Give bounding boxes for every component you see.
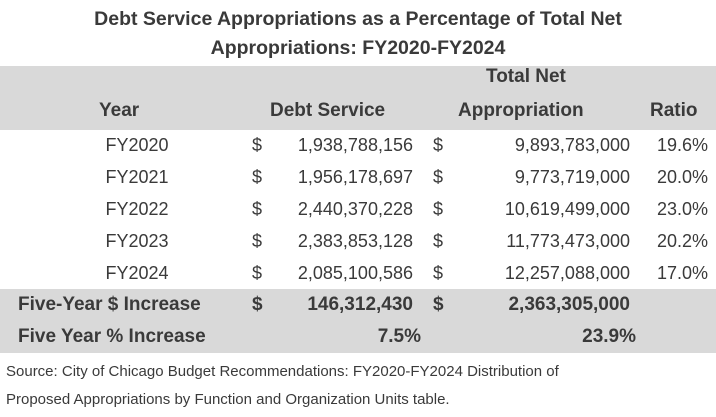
table-row: FY2020 $ 1,938,788,156 $ 9,893,783,000 1… [0,129,716,161]
row-year: FY2023 [105,231,169,251]
source-line-2: Proposed Appropriations by Function and … [6,391,450,408]
summary-percent-label: Five Year % Increase [18,326,206,347]
currency-symbol: $ [252,263,263,283]
row-year: FY2021 [105,167,169,187]
row-total-net: 10,619,499,000 [504,199,630,219]
summary-percent-debt-service: 7.5% [377,326,421,347]
summary-percent-total-net: 23.9% [582,326,636,347]
table-row: FY2023 $ 2,383,853,128 $ 11,773,473,000 … [0,225,716,257]
title-line-1: Debt Service Appropriations as a Percent… [94,8,622,30]
summary-percent-increase-row: Five Year % Increase 7.5% 23.9% [0,321,716,353]
summary-dollar-label: Five-Year $ Increase [18,294,201,315]
summary-dollar-debt-service: 146,312,430 [307,294,413,315]
currency-symbol: $ [252,231,263,251]
currency-symbol: $ [433,263,444,283]
row-debt-service: 1,956,178,697 [297,167,413,187]
row-ratio: 23.0% [656,199,708,219]
row-year: FY2024 [105,263,169,283]
table-title: Debt Service Appropriations as a Percent… [0,5,716,63]
currency-symbol: $ [252,135,263,155]
currency-symbol: $ [252,167,263,187]
currency-symbol: $ [252,199,263,219]
header-debt-service: Debt Service [270,100,386,121]
currency-symbol: $ [433,199,444,219]
currency-symbol: $ [433,167,444,187]
table-row: FY2024 $ 2,085,100,586 $ 12,257,088,000 … [0,257,716,289]
table-row: FY2021 $ 1,956,178,697 $ 9,773,719,000 2… [0,161,716,193]
row-ratio: 19.6% [656,135,708,155]
row-total-net: 9,773,719,000 [514,167,630,187]
header-total-net-line-2: Appropriation [458,100,584,121]
row-debt-service: 2,440,370,228 [297,199,413,219]
row-debt-service: 2,085,100,586 [297,263,413,283]
row-debt-service: 1,938,788,156 [297,135,413,155]
header-total-net-line-1: Total Net [486,66,566,87]
title-line-2: Appropriations: FY2020-FY2024 [210,37,506,59]
currency-symbol: $ [252,294,263,315]
currency-symbol: $ [433,294,444,315]
currency-symbol: $ [433,135,444,155]
summary-dollar-total-net: 2,363,305,000 [508,294,630,315]
header-ratio: Ratio [650,100,698,121]
row-year: FY2020 [105,135,169,155]
row-total-net: 9,893,783,000 [514,135,630,155]
currency-symbol: $ [433,231,444,251]
source-note: Source: City of Chicago Budget Recommend… [6,358,706,414]
row-year: FY2022 [105,199,169,219]
row-total-net: 11,773,473,000 [506,231,630,251]
row-debt-service: 2,383,853,128 [297,231,413,251]
row-ratio: 20.0% [656,167,708,187]
row-total-net: 12,257,088,000 [504,263,630,283]
table-header: Year Debt Service Total Net Appropriatio… [0,66,716,130]
row-ratio: 20.2% [656,231,708,251]
summary-dollar-increase-row: Five-Year $ Increase $ 146,312,430 $ 2,3… [0,289,716,321]
table-row: FY2022 $ 2,440,370,228 $ 10,619,499,000 … [0,193,716,225]
header-year: Year [99,100,140,121]
source-line-1: Source: City of Chicago Budget Recommend… [6,363,559,380]
row-ratio: 17.0% [656,263,708,283]
